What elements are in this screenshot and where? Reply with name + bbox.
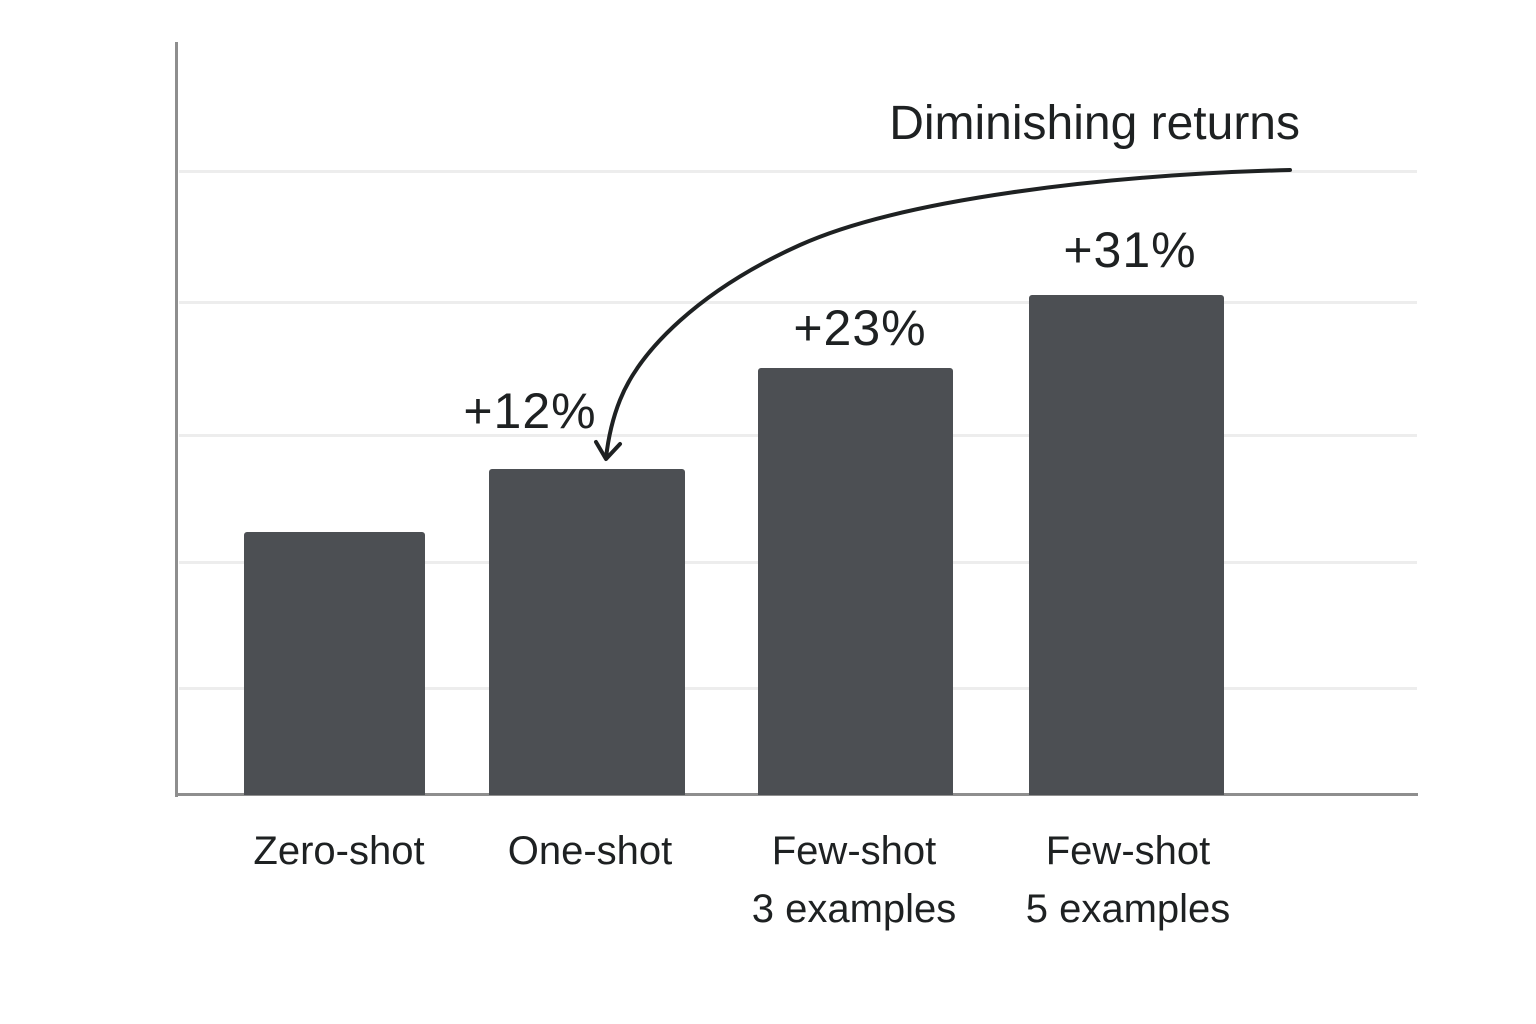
category-label-few-shot-5: Few-shot 5 examples: [978, 822, 1278, 938]
category-label-few-shot-3: Few-shot 3 examples: [704, 822, 1004, 938]
gridline: [179, 170, 1417, 173]
category-label-zero-shot: Zero-shot: [189, 822, 489, 880]
category-label-line: One-shot: [507, 829, 673, 873]
category-label-one-shot: One-shot: [440, 822, 740, 880]
bar-few-shot-5: [1029, 295, 1224, 795]
bar-one-shot: [489, 469, 685, 795]
bar-few-shot-3: [758, 368, 953, 795]
annotation-title: Diminishing returns: [889, 97, 1300, 150]
bar-zero-shot: [244, 532, 425, 795]
category-label-line: Zero-shot: [253, 829, 425, 873]
bar-value-label-few-shot-3: +23%: [793, 300, 927, 356]
category-label-line: 5 examples: [1025, 887, 1231, 931]
bar-value-label-one-shot: +12%: [463, 383, 597, 439]
gridline: [179, 301, 1417, 304]
category-label-line: Few-shot: [771, 829, 937, 873]
category-label-line: Few-shot: [1045, 829, 1211, 873]
category-label-line: 3 examples: [751, 887, 957, 931]
bar-value-label-few-shot-5: +31%: [1063, 222, 1197, 278]
y-axis: [175, 42, 178, 797]
